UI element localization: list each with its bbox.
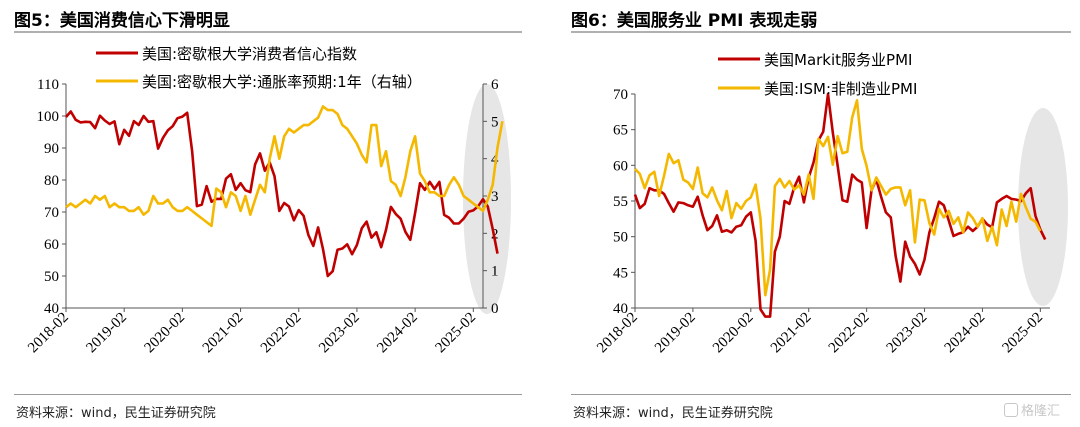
footer-divider-right xyxy=(571,394,1071,395)
source-note-right: 资料来源：wind，民生证券研究院 xyxy=(573,406,773,421)
x-tick-label: 2024-02 xyxy=(374,310,421,357)
legend-label-1: 美国Markit服务业PMI xyxy=(764,51,912,69)
y-tick-label-left: 50 xyxy=(613,230,628,246)
y-tick-label-left: 60 xyxy=(613,158,628,174)
y-tick-label-right: 0 xyxy=(491,301,499,317)
y-tick-label-left: 40 xyxy=(613,301,628,317)
x-tick-label: 2024-02 xyxy=(942,310,989,357)
watermark-logo: 格隆汇 xyxy=(1004,400,1060,419)
series-line-2 xyxy=(634,99,1042,297)
watermark-text: 格隆汇 xyxy=(1021,404,1061,419)
y-tick-label-left: 70 xyxy=(44,205,59,221)
footer-divider-left xyxy=(14,394,522,395)
x-tick-label: 2025-02 xyxy=(1000,310,1047,357)
legend-label-1: 美国:密歇根大学消费者信心指数 xyxy=(142,45,357,63)
y-tick-label-right: 3 xyxy=(491,189,499,205)
x-tick-label: 2021-02 xyxy=(200,310,247,357)
x-tick-label: 2022-02 xyxy=(826,310,873,357)
x-tick-label: 2025-02 xyxy=(432,310,479,357)
legend-label-2: 美国:密歇根大学:通胀率预期:1年（右轴） xyxy=(142,73,422,91)
x-tick-label: 2022-02 xyxy=(258,310,305,357)
y-tick-label-right: 6 xyxy=(491,77,499,93)
series-line-1 xyxy=(65,110,499,278)
chart-title-right: 图6：美国服务业 PMI 表现走弱 xyxy=(571,11,818,31)
x-tick-label: 2019-02 xyxy=(652,310,699,357)
series-line-1 xyxy=(633,92,1047,318)
y-tick-label-left: 80 xyxy=(44,173,59,189)
y-tick-label-left: 40 xyxy=(44,301,59,317)
y-tick-label-left: 90 xyxy=(44,141,59,157)
y-tick-label-left: 45 xyxy=(613,265,628,281)
highlight-ellipse xyxy=(1018,108,1068,306)
y-tick-label-left: 70 xyxy=(613,87,628,103)
legend-label-2: 美国:ISM:非制造业PMI xyxy=(764,80,917,98)
x-tick-label: 2023-02 xyxy=(316,310,363,357)
source-note-left: 资料来源：wind，民生证券研究院 xyxy=(16,406,216,421)
y-tick-label-left: 50 xyxy=(44,269,59,285)
x-tick-label: 2019-02 xyxy=(83,310,130,357)
title-divider-right xyxy=(571,31,1071,33)
chart-title-left: 图5：美国消费信心下滑明显 xyxy=(14,11,230,31)
x-tick-label: 2021-02 xyxy=(768,310,815,357)
y-tick-label-left: 110 xyxy=(37,77,59,93)
y-tick-label-right: 1 xyxy=(491,264,499,280)
y-tick-label-left: 100 xyxy=(37,109,60,125)
x-tick-label: 2020-02 xyxy=(142,310,189,357)
y-tick-label-left: 60 xyxy=(44,237,59,253)
x-tick-label: 2020-02 xyxy=(710,310,757,357)
y-tick-label-left: 65 xyxy=(613,123,628,139)
series-line-2 xyxy=(65,105,504,228)
x-tick-label: 2023-02 xyxy=(884,310,931,357)
watermark-icon xyxy=(1004,403,1018,417)
y-tick-label-left: 55 xyxy=(613,194,628,210)
y-tick-label-right: 5 xyxy=(491,114,499,130)
title-divider-left xyxy=(14,31,522,33)
